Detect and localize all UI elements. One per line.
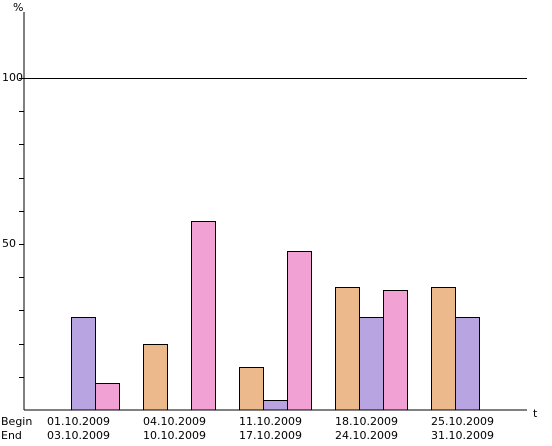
begin-row-label: Begin [1,415,32,428]
bar [383,290,408,411]
bar [143,344,168,411]
end-row-label: End [1,429,22,442]
period-begin-label: 04.10.2009 [143,415,206,428]
period-end-label: 31.10.2009 [431,429,494,442]
bar [239,367,264,411]
period-end-label: 17.10.2009 [239,429,302,442]
bar [359,317,384,411]
period-begin-label: 11.10.2009 [239,415,302,428]
period-end-label: 03.10.2009 [47,429,110,442]
y-axis: % [13,1,25,410]
period-begin-label: 25.10.2009 [431,415,494,428]
x-unit-label: t [533,407,538,420]
bars [71,221,480,411]
bar [455,317,480,411]
y-ticks: 50 100 [2,71,24,378]
bar [431,287,456,411]
period-begin-label: 01.10.2009 [47,415,110,428]
period-end-label: 10.10.2009 [143,429,206,442]
bar [335,287,360,411]
bar [191,221,216,411]
x-axis: t Begin End [1,407,538,442]
period-begin-label: 18.10.2009 [335,415,398,428]
y-unit-label: % [13,1,23,14]
bar [95,383,120,411]
period-end-label: 24.10.2009 [335,429,398,442]
bar [263,400,288,411]
bar [287,251,312,411]
y-tick-label: 50 [2,237,16,250]
y-tick-label: 100 [2,71,23,84]
bar [71,317,96,411]
